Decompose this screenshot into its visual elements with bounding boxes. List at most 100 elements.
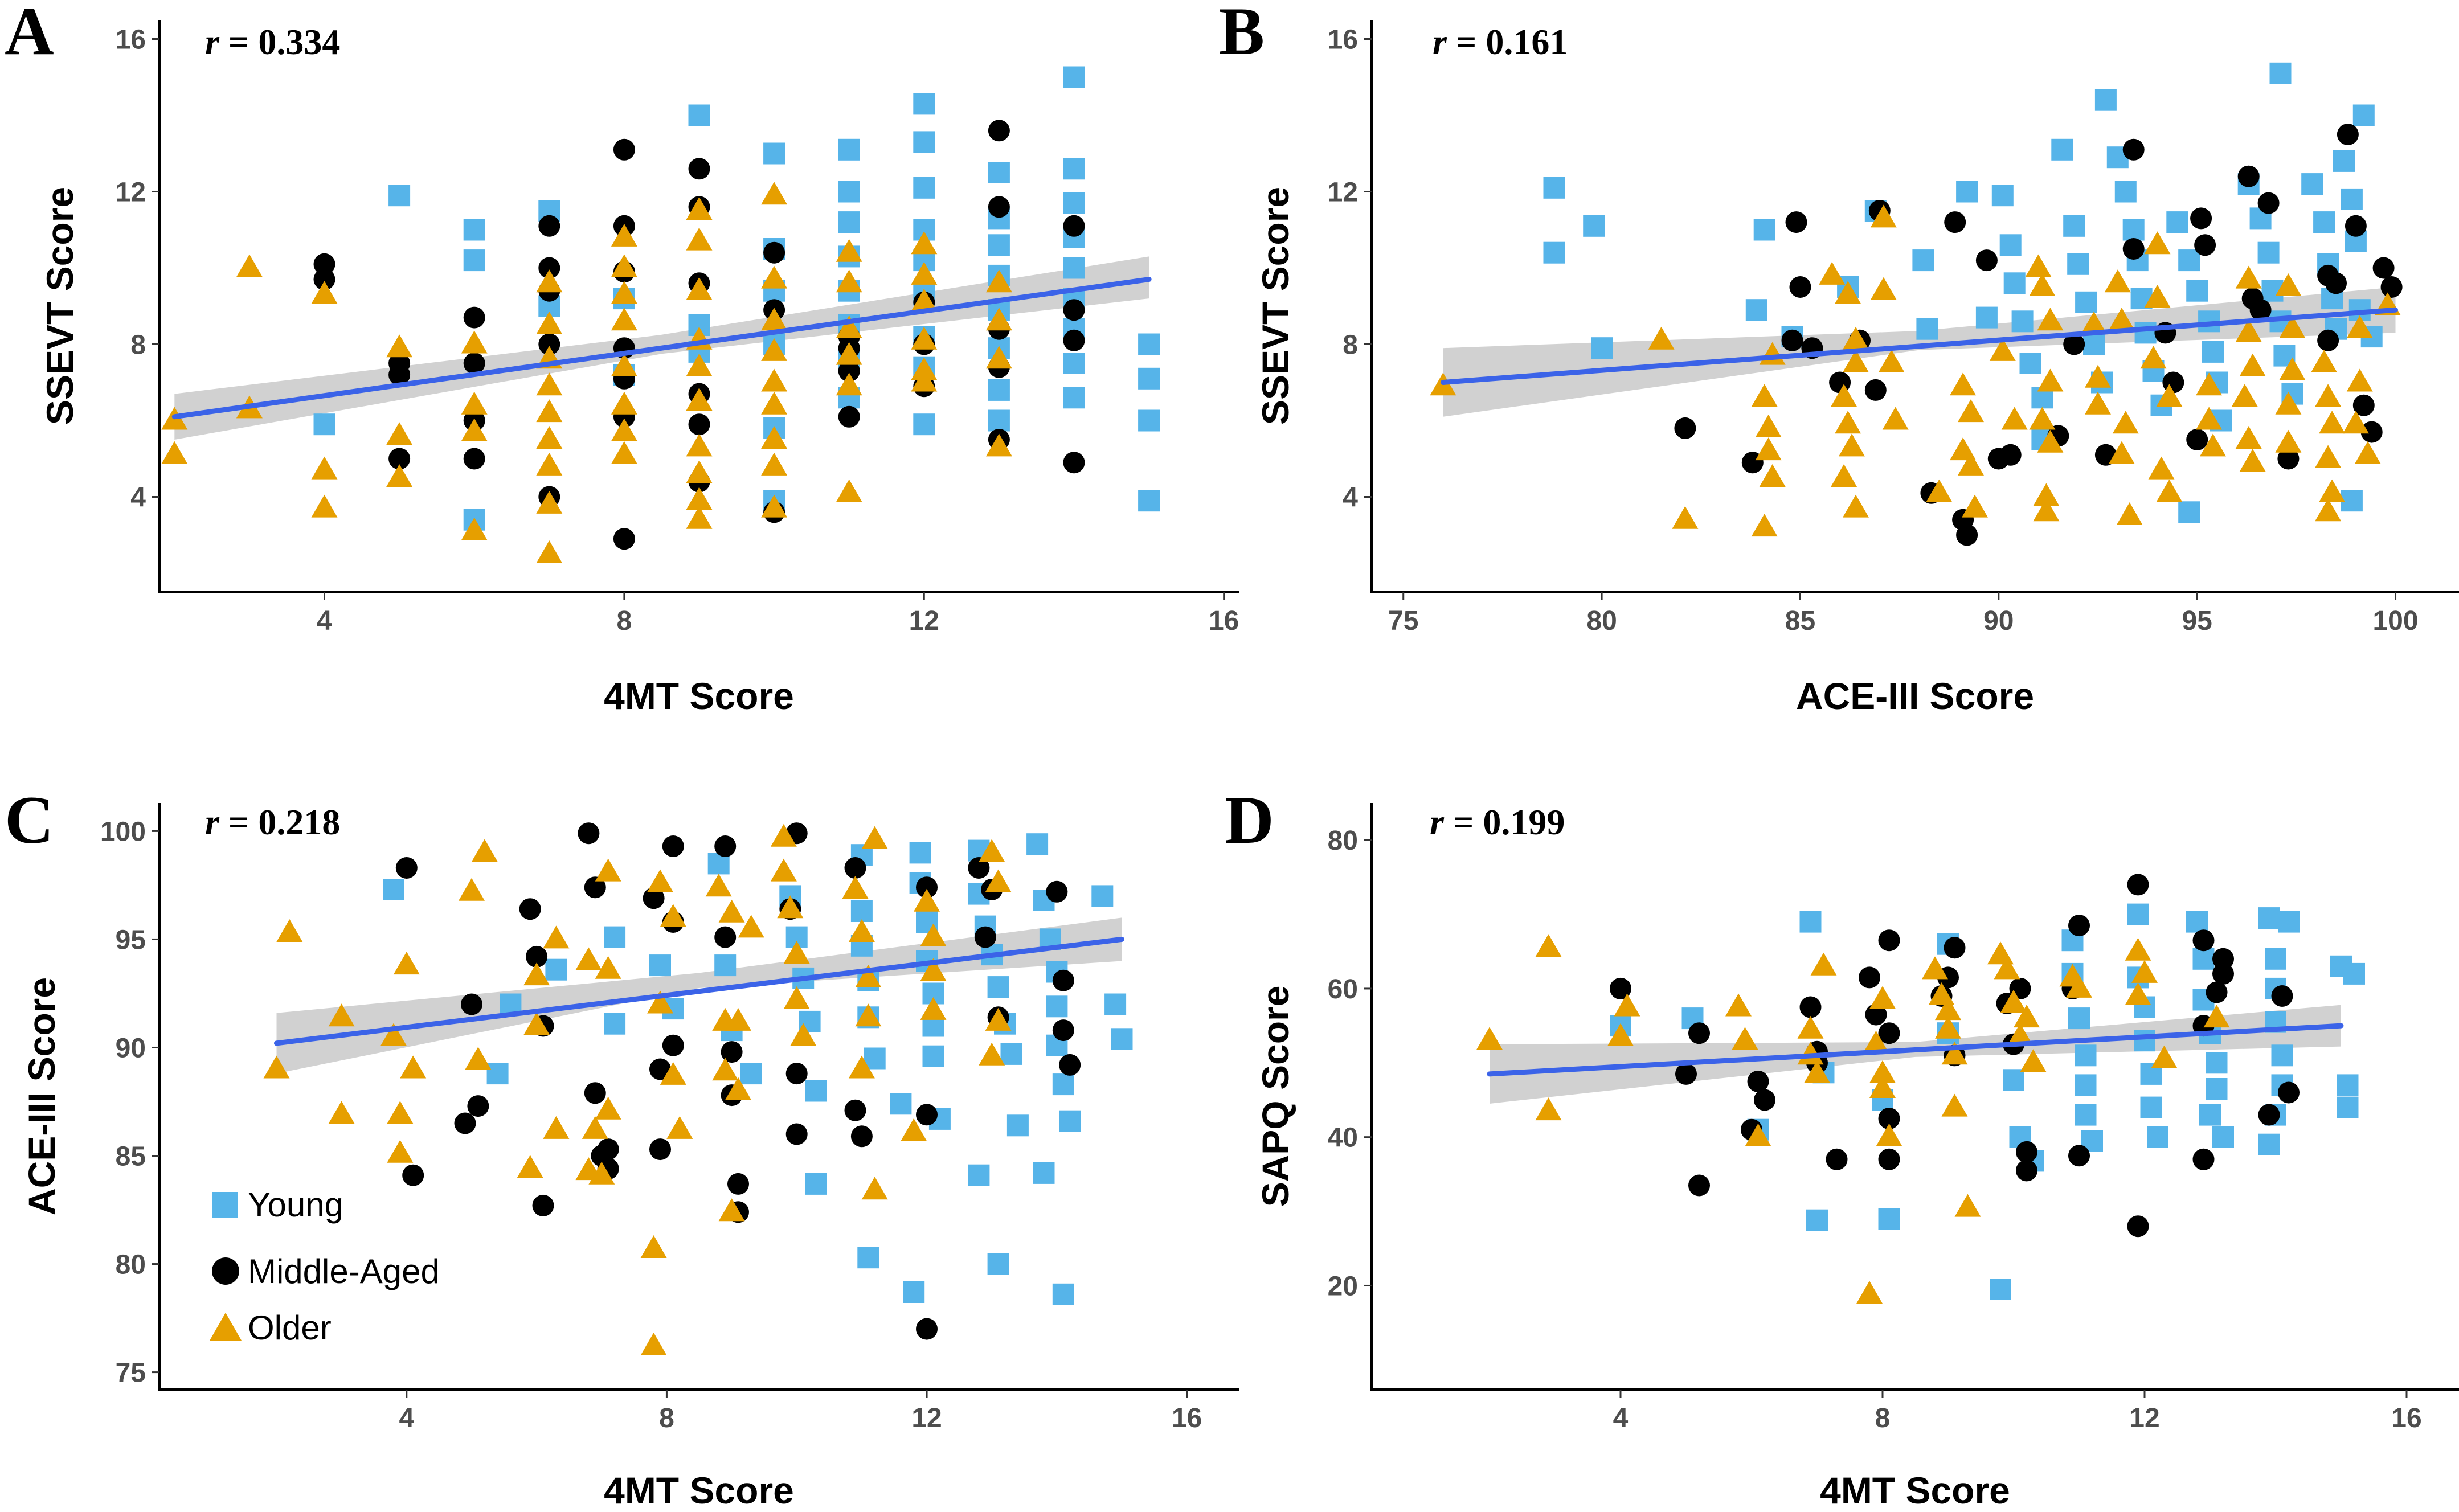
point-middle-aged <box>838 360 860 382</box>
point-older <box>1819 261 1846 285</box>
point-older <box>790 1023 817 1046</box>
point-older <box>465 1047 492 1070</box>
point-older <box>836 342 862 365</box>
point-young <box>2166 211 2188 233</box>
point-older <box>461 517 488 540</box>
point-older <box>2085 391 2111 415</box>
point-older <box>588 1161 615 1185</box>
point-young <box>913 93 935 115</box>
point-older <box>1759 464 1786 487</box>
legend-middle-aged-swatch <box>212 1257 239 1285</box>
panel-D-ytick-label: 80 <box>1328 826 1358 856</box>
point-young <box>688 104 710 126</box>
point-older <box>985 1007 1012 1031</box>
point-young <box>838 181 860 203</box>
panel-B-fit-layer <box>1440 307 2398 385</box>
point-middle-aged <box>2186 429 2208 450</box>
point-middle-aged <box>2127 1215 2149 1238</box>
point-middle-aged <box>1052 969 1074 991</box>
point-young <box>2301 173 2323 195</box>
point-older <box>686 197 713 220</box>
point-middle-aged <box>1956 524 1978 546</box>
point-older <box>2029 407 2056 430</box>
point-older <box>660 904 686 927</box>
point-middle-aged <box>988 196 1010 218</box>
point-older <box>2081 312 2107 334</box>
point-older <box>2104 269 2131 293</box>
point-middle-aged <box>1046 880 1068 903</box>
point-young <box>2199 1104 2221 1126</box>
panel-C-r-symbol: r <box>205 802 220 842</box>
point-older <box>536 490 563 514</box>
point-young <box>383 879 404 900</box>
point-middle-aged <box>2372 257 2395 279</box>
point-middle-aged <box>1674 417 1696 439</box>
point-young <box>850 900 873 922</box>
point-young <box>2186 911 2208 933</box>
point-middle-aged <box>532 1194 554 1216</box>
point-middle-aged <box>613 528 635 550</box>
panel-A-fit-layer <box>171 277 1152 420</box>
point-young <box>805 1080 827 1102</box>
point-young <box>2114 181 2137 203</box>
point-older <box>387 1140 414 1163</box>
panel-C-ytick-label: 80 <box>116 1250 146 1280</box>
point-young <box>1799 911 1822 933</box>
point-young <box>1052 1283 1074 1305</box>
point-older <box>536 452 563 476</box>
point-older <box>461 391 488 415</box>
point-middle-aged <box>584 1082 606 1104</box>
point-older <box>386 422 413 445</box>
point-older <box>1935 1015 1961 1039</box>
point-middle-aged <box>1754 1089 1775 1111</box>
point-middle-aged <box>1944 937 1966 959</box>
point-older <box>920 997 947 1020</box>
point-young <box>922 1045 944 1067</box>
point-older <box>2275 429 2302 453</box>
point-young <box>1916 318 1938 340</box>
point-young <box>1912 249 1934 272</box>
point-middle-aged <box>2212 948 2234 970</box>
point-older <box>2037 429 2064 453</box>
point-older <box>543 925 570 949</box>
point-older <box>911 288 938 312</box>
point-middle-aged <box>1063 299 1085 321</box>
point-older <box>911 368 938 392</box>
point-older <box>2354 441 2381 464</box>
point-young <box>2003 1069 2024 1091</box>
point-middle-aged <box>538 333 560 355</box>
panel-D-regression-line <box>1487 1023 2344 1077</box>
point-middle-aged <box>2380 276 2403 298</box>
point-young <box>913 413 935 436</box>
point-older <box>761 368 788 392</box>
point-older <box>1941 1042 1968 1065</box>
point-young <box>2352 104 2375 126</box>
point-young <box>2341 490 2363 512</box>
point-older <box>387 1101 414 1124</box>
point-older <box>640 1333 667 1355</box>
point-young <box>2134 322 2157 344</box>
panel-A-letter: A <box>5 0 54 69</box>
point-young <box>740 1063 762 1085</box>
point-older <box>1839 433 1865 457</box>
point-young <box>2003 272 2026 294</box>
point-older <box>848 1055 875 1079</box>
point-young <box>2186 280 2208 302</box>
point-young <box>2178 249 2200 272</box>
point-older <box>2235 265 2262 289</box>
panel-C-xtick-label: 8 <box>659 1403 674 1433</box>
legend-older-swatch <box>210 1313 242 1341</box>
point-older <box>1922 956 1948 980</box>
point-older <box>911 326 938 350</box>
point-middle-aged <box>538 215 560 237</box>
point-older <box>517 1155 543 1178</box>
point-older <box>2029 273 2056 296</box>
point-older <box>1476 1027 1503 1050</box>
point-older <box>536 540 563 563</box>
point-older <box>236 254 263 277</box>
point-older <box>536 312 563 334</box>
point-middle-aged <box>1063 329 1085 351</box>
point-middle-aged <box>395 857 418 879</box>
point-middle-aged <box>2249 299 2272 321</box>
panel-B-ytick-label: 16 <box>1328 25 1358 55</box>
